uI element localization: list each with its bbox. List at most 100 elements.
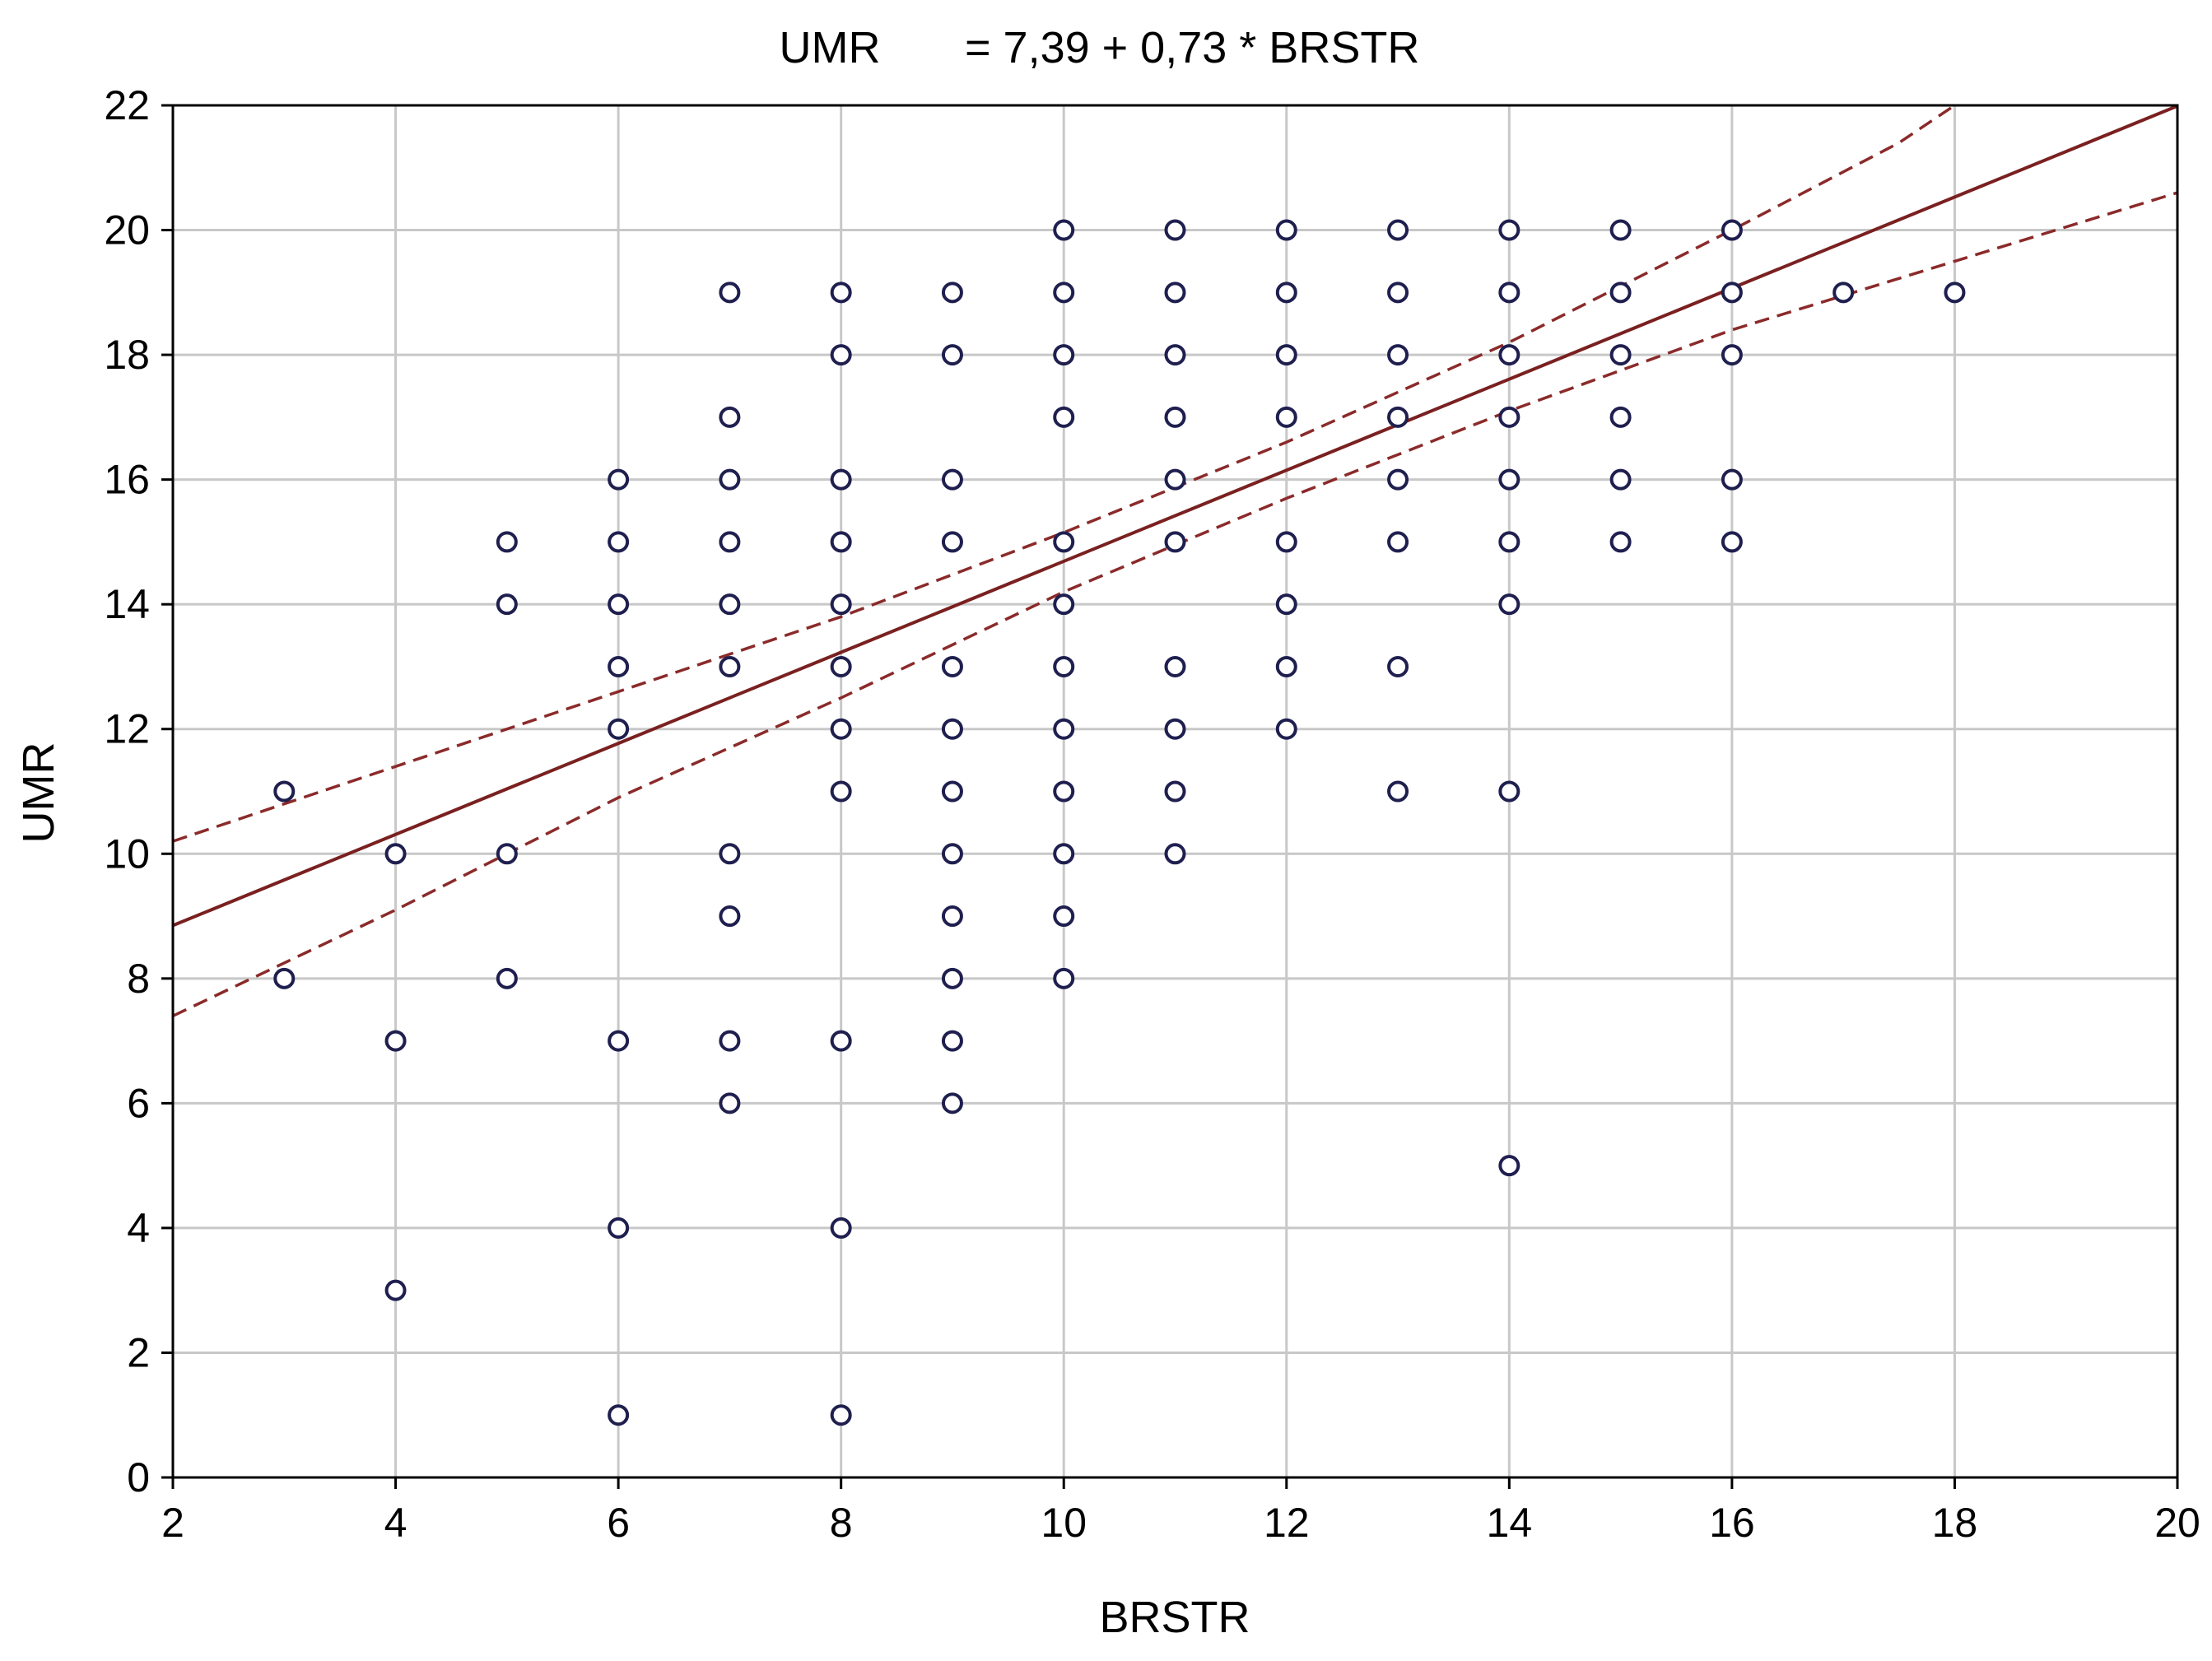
data-point bbox=[1275, 281, 1297, 304]
data-point bbox=[830, 468, 852, 491]
data-point bbox=[1164, 531, 1186, 553]
data-point bbox=[1387, 219, 1409, 241]
data-point bbox=[830, 531, 852, 553]
axes bbox=[161, 104, 2179, 1489]
data-point bbox=[1387, 344, 1409, 366]
x-tick-label: 20 bbox=[2154, 1500, 2200, 1546]
titles: UMR = 7,39 + 0,73 * BRSTR BRSTR UMR bbox=[14, 23, 1419, 1642]
y-tick-label: 16 bbox=[104, 457, 150, 503]
data-point bbox=[608, 718, 630, 740]
y-tick-label: 18 bbox=[104, 332, 150, 378]
data-point bbox=[1498, 406, 1520, 428]
data-point bbox=[1053, 281, 1075, 304]
data-point bbox=[1498, 1155, 1520, 1177]
x-tick-label: 2 bbox=[161, 1500, 184, 1546]
data-point bbox=[496, 843, 518, 865]
x-tick-label: 4 bbox=[384, 1500, 407, 1546]
data-point bbox=[1275, 655, 1297, 677]
data-point bbox=[830, 1404, 852, 1426]
regression-line bbox=[172, 104, 2178, 928]
x-tick-label: 6 bbox=[607, 1500, 630, 1546]
data-point bbox=[1053, 843, 1075, 865]
data-point bbox=[1053, 531, 1075, 553]
data-point bbox=[941, 655, 963, 677]
data-point bbox=[1498, 531, 1520, 553]
y-axis-title: UMR bbox=[14, 742, 63, 844]
x-tick-label: 16 bbox=[1709, 1500, 1755, 1546]
data-point bbox=[1387, 406, 1409, 428]
data-point bbox=[830, 718, 852, 740]
data-point bbox=[719, 905, 741, 928]
data-point bbox=[1275, 718, 1297, 740]
data-point bbox=[1387, 780, 1409, 803]
y-tick-label: 20 bbox=[104, 207, 150, 254]
data-point bbox=[1053, 780, 1075, 803]
data-point bbox=[1609, 531, 1632, 553]
data-point bbox=[1164, 281, 1186, 304]
data-point bbox=[1164, 406, 1186, 428]
data-point bbox=[941, 780, 963, 803]
data-point bbox=[1609, 219, 1632, 241]
data-point bbox=[384, 843, 407, 865]
data-point bbox=[830, 1217, 852, 1239]
x-tick-label: 18 bbox=[1932, 1500, 1978, 1546]
data-point bbox=[719, 531, 741, 553]
data-point bbox=[941, 1030, 963, 1052]
y-tick-label: 14 bbox=[104, 581, 150, 627]
data-point bbox=[608, 468, 630, 491]
data-point bbox=[1275, 219, 1297, 241]
data-point bbox=[830, 344, 852, 366]
data-point bbox=[719, 843, 741, 865]
data-point bbox=[1387, 281, 1409, 304]
data-point bbox=[1721, 344, 1743, 366]
data-point bbox=[1275, 531, 1297, 553]
data-point bbox=[830, 780, 852, 803]
data-point bbox=[1609, 468, 1632, 491]
data-point bbox=[1164, 468, 1186, 491]
data-point bbox=[830, 655, 852, 677]
data-point bbox=[719, 593, 741, 616]
data-points bbox=[273, 219, 1966, 1426]
data-point bbox=[1053, 905, 1075, 928]
data-point bbox=[1164, 718, 1186, 740]
data-point bbox=[1164, 344, 1186, 366]
data-point bbox=[719, 1092, 741, 1114]
data-point bbox=[496, 593, 518, 616]
data-point bbox=[1609, 406, 1632, 428]
data-point bbox=[1944, 281, 1966, 304]
data-point bbox=[1498, 219, 1520, 241]
data-point bbox=[1164, 655, 1186, 677]
x-tick-label: 10 bbox=[1041, 1500, 1087, 1546]
data-point bbox=[830, 1030, 852, 1052]
data-point bbox=[1721, 281, 1743, 304]
data-point bbox=[941, 1092, 963, 1114]
data-point bbox=[719, 468, 741, 491]
y-tick-label: 8 bbox=[127, 956, 150, 1002]
data-point bbox=[719, 655, 741, 677]
data-point bbox=[496, 531, 518, 553]
data-point bbox=[1053, 655, 1075, 677]
data-point bbox=[496, 967, 518, 989]
y-tick-label: 22 bbox=[104, 82, 150, 128]
confidence-band bbox=[172, 104, 2178, 1017]
y-tick-label: 12 bbox=[104, 706, 150, 752]
data-point bbox=[1832, 281, 1855, 304]
data-point bbox=[941, 967, 963, 989]
x-tick-label: 12 bbox=[1264, 1500, 1310, 1546]
data-point bbox=[941, 905, 963, 928]
data-point bbox=[1164, 780, 1186, 803]
x-axis-title: BRSTR bbox=[1099, 1593, 1250, 1642]
data-point bbox=[941, 344, 963, 366]
y-tick-label: 0 bbox=[127, 1454, 150, 1500]
x-tick-label: 14 bbox=[1487, 1500, 1533, 1546]
regression-line-group bbox=[172, 104, 2178, 928]
data-point bbox=[1387, 531, 1409, 553]
data-point bbox=[1721, 219, 1743, 241]
data-point bbox=[1275, 593, 1297, 616]
plot-frame bbox=[171, 104, 2179, 1479]
data-point bbox=[1053, 219, 1075, 241]
data-point bbox=[1053, 718, 1075, 740]
data-point bbox=[384, 1279, 407, 1301]
data-point bbox=[608, 655, 630, 677]
